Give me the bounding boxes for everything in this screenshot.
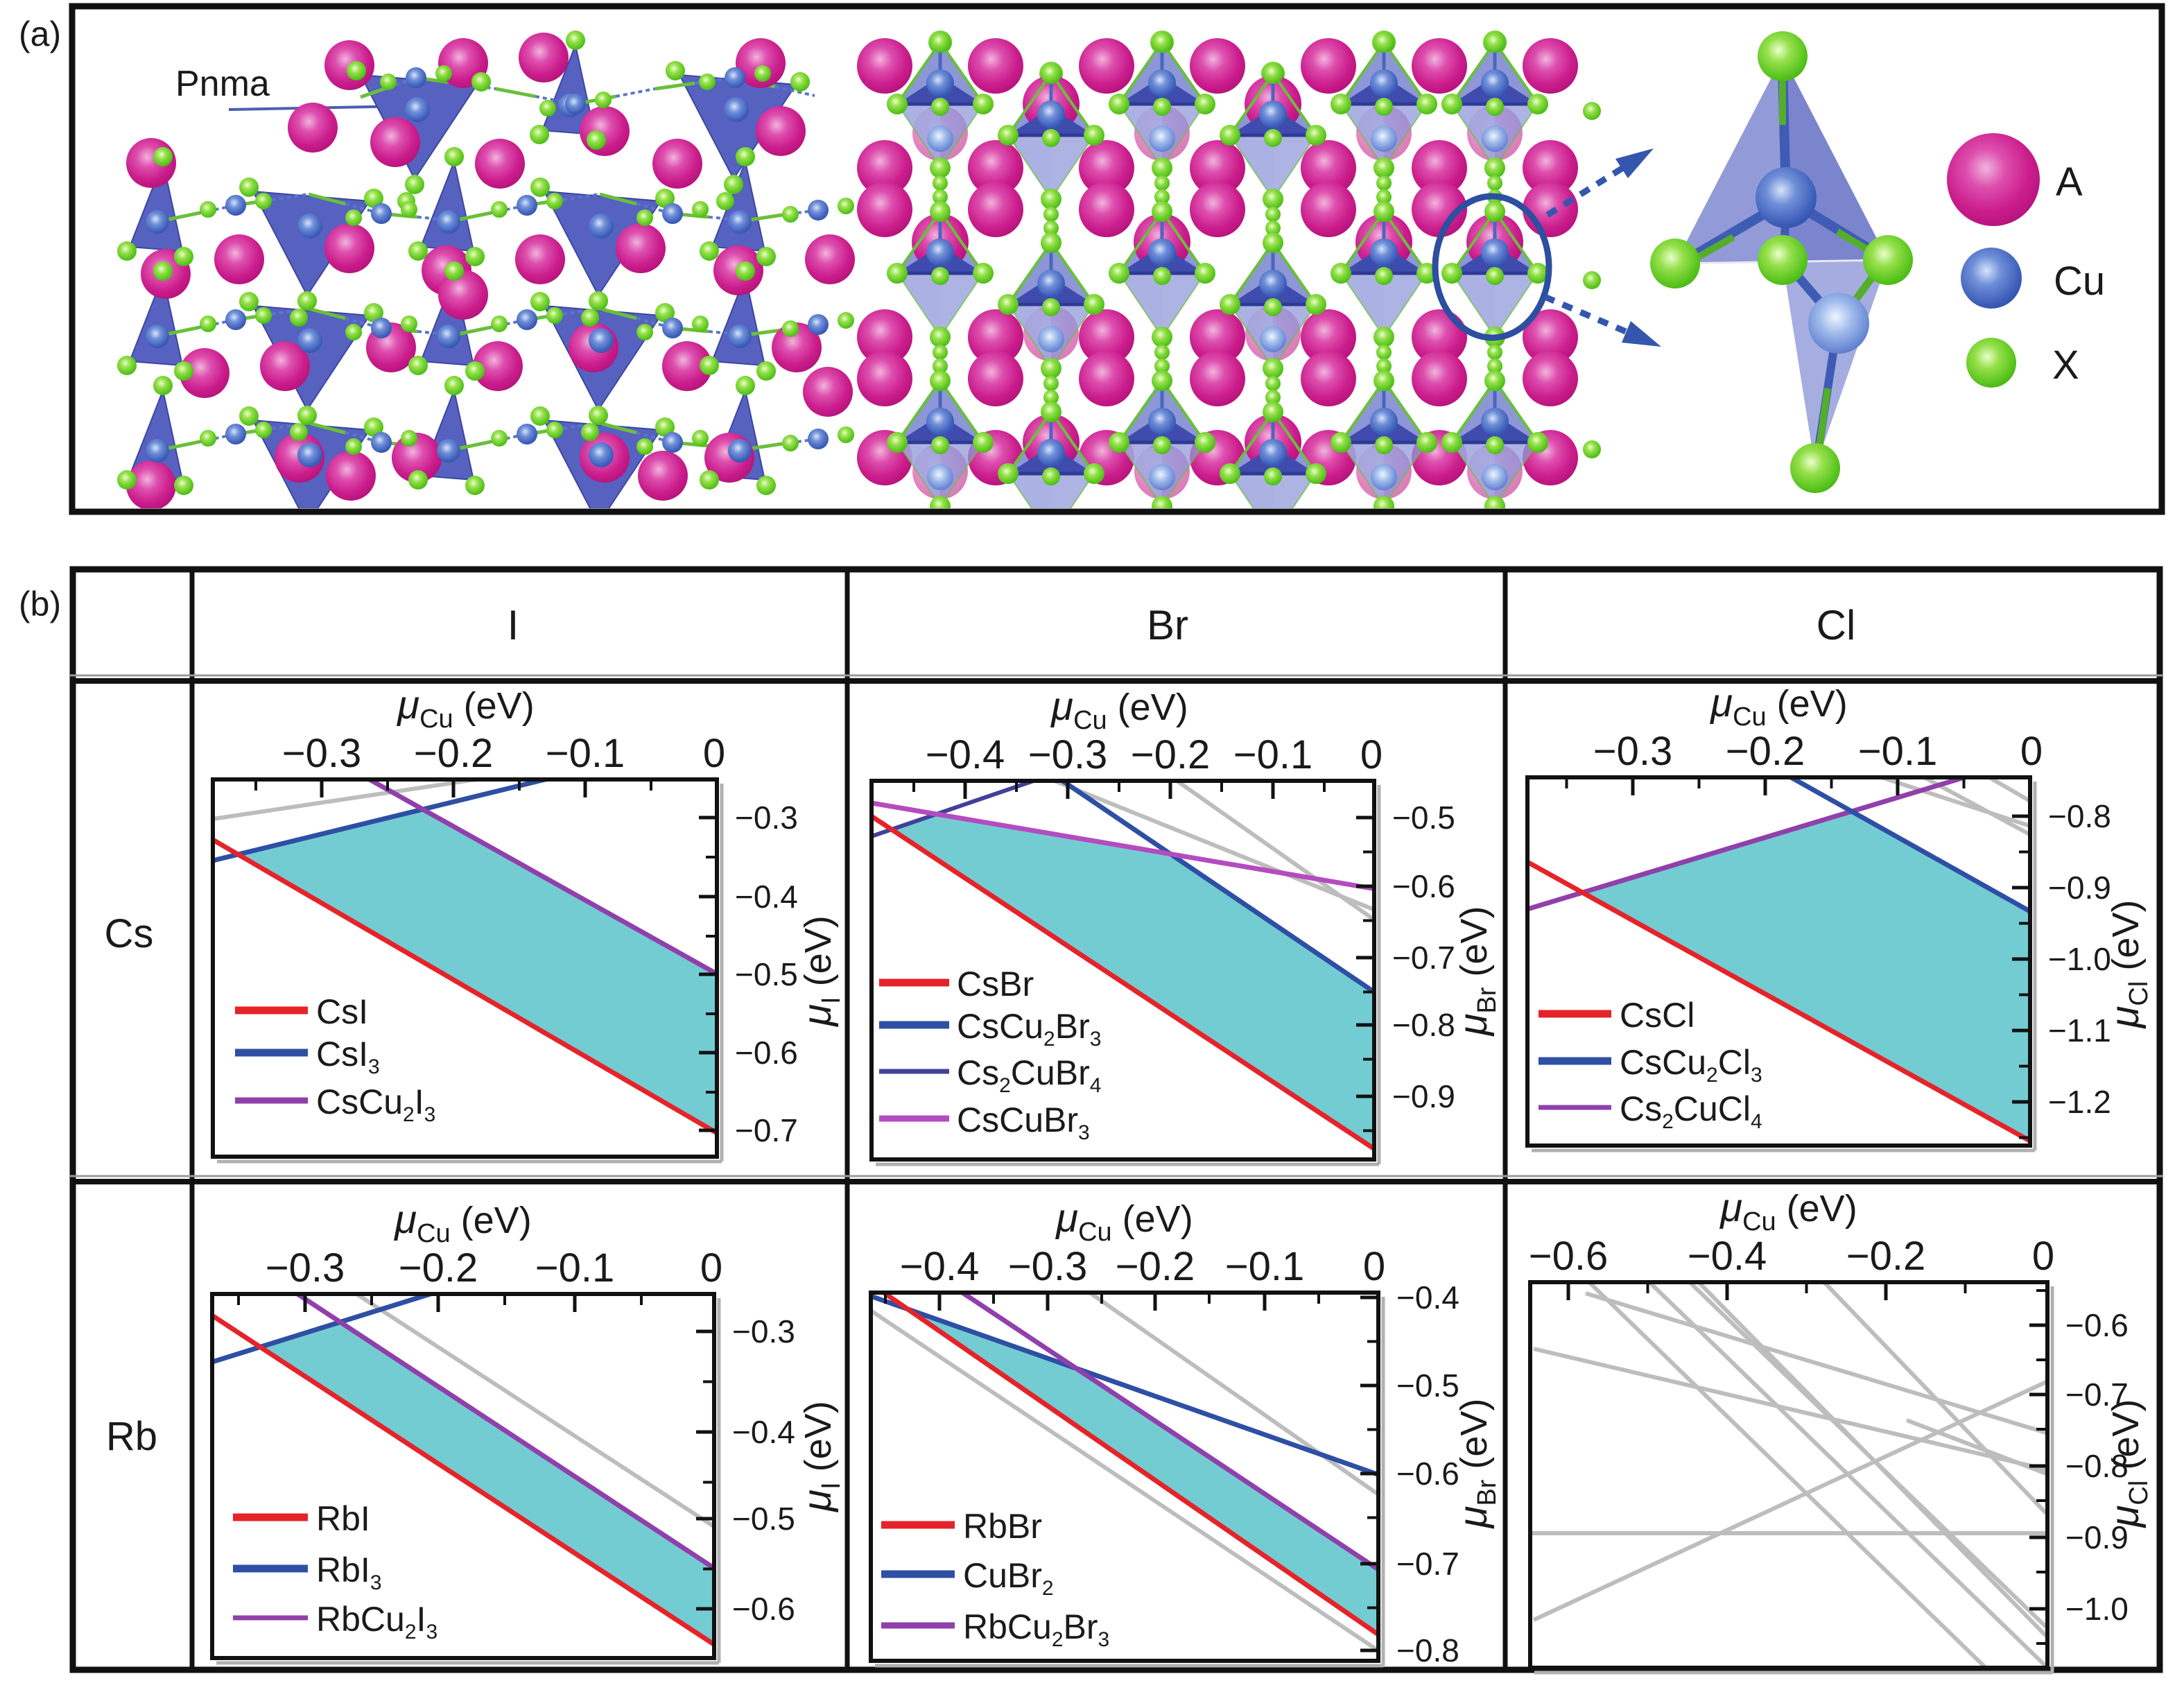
svg-text:A: A [2056, 159, 2083, 205]
svg-text:−0.8: −0.8 [2065, 1448, 2129, 1484]
svg-text:−0.3: −0.3 [1008, 1244, 1088, 1289]
svg-text:μI (eV): μI (eV) [795, 915, 846, 1027]
svg-text:−0.2: −0.2 [1726, 729, 1805, 774]
svg-text:μCl (eV): μCl (eV) [2102, 1399, 2153, 1529]
svg-text:Cs2CuCl4: Cs2CuCl4 [1620, 1089, 1762, 1133]
svg-text:−1.0: −1.0 [2065, 1591, 2129, 1627]
svg-text:−0.2: −0.2 [1131, 732, 1211, 777]
svg-text:Cs2CuBr4: Cs2CuBr4 [957, 1053, 1101, 1097]
svg-text:−0.4: −0.4 [732, 1414, 795, 1450]
svg-text:−0.5: −0.5 [1392, 800, 1455, 836]
svg-text:−0.1: −0.1 [1225, 1244, 1305, 1289]
svg-text:−0.6: −0.6 [732, 1591, 795, 1627]
svg-text:−0.2: −0.2 [1116, 1244, 1195, 1289]
svg-text:−0.8: −0.8 [1396, 1632, 1459, 1668]
svg-text:0: 0 [2032, 1234, 2054, 1279]
svg-text:Pnma: Pnma [175, 64, 270, 104]
svg-text:CsI3: CsI3 [316, 1035, 380, 1078]
svg-text:μCu (eV): μCu (eV) [1050, 684, 1188, 735]
svg-text:−0.4: −0.4 [735, 879, 798, 915]
svg-text:−0.3: −0.3 [282, 731, 362, 776]
svg-text:−0.6: −0.6 [1392, 868, 1455, 904]
svg-text:X: X [2052, 343, 2079, 388]
svg-text:CuBr2: CuBr2 [963, 1556, 1054, 1600]
svg-text:−0.1: −0.1 [1233, 732, 1313, 777]
svg-text:Cu: Cu [2054, 259, 2105, 304]
svg-text:RbBr: RbBr [963, 1507, 1042, 1546]
svg-text:CsCu2I3: CsCu2I3 [316, 1082, 435, 1126]
svg-text:−0.6: −0.6 [735, 1035, 798, 1071]
svg-text:−0.6: −0.6 [1396, 1456, 1459, 1492]
svg-text:CsCl: CsCl [1620, 996, 1695, 1035]
svg-text:−0.4: −0.4 [1688, 1234, 1767, 1279]
svg-text:−0.8: −0.8 [2048, 798, 2111, 834]
svg-text:μCu (eV): μCu (eV) [1719, 1185, 1857, 1236]
svg-text:μCl (eV): μCl (eV) [2102, 900, 2153, 1030]
svg-text:0: 0 [703, 731, 725, 776]
svg-text:−0.7: −0.7 [2065, 1376, 2129, 1413]
svg-text:−0.1: −0.1 [1858, 729, 1938, 774]
svg-text:Cs: Cs [105, 911, 154, 956]
svg-text:(b): (b) [19, 585, 61, 623]
svg-text:I: I [508, 602, 519, 648]
svg-text:μCu (eV): μCu (eV) [393, 1197, 531, 1248]
svg-text:−0.2: −0.2 [399, 1245, 478, 1291]
svg-text:−0.9: −0.9 [2065, 1519, 2129, 1555]
svg-text:−0.5: −0.5 [735, 956, 798, 992]
svg-text:μCu (eV): μCu (eV) [1055, 1196, 1193, 1247]
svg-text:−0.6: −0.6 [1529, 1234, 1609, 1279]
svg-text:−0.3: −0.3 [1028, 732, 1108, 777]
svg-text:CsCu2Cl3: CsCu2Cl3 [1620, 1043, 1762, 1087]
svg-text:−0.3: −0.3 [266, 1245, 345, 1291]
svg-text:−0.5: −0.5 [732, 1501, 795, 1537]
svg-text:−0.6: −0.6 [2065, 1307, 2129, 1343]
svg-text:μBr (eV): μBr (eV) [1450, 1399, 1502, 1530]
svg-text:−0.2: −0.2 [414, 731, 494, 776]
svg-text:RbI: RbI [316, 1499, 370, 1538]
svg-text:μBr (eV): μBr (eV) [1450, 906, 1502, 1037]
svg-text:CsBr: CsBr [957, 965, 1034, 1003]
svg-text:−0.3: −0.3 [735, 800, 798, 836]
svg-text:−0.4: −0.4 [926, 732, 1005, 777]
svg-text:−0.2: −0.2 [1846, 1234, 1926, 1279]
svg-text:−1.0: −1.0 [2048, 941, 2111, 977]
svg-text:−1.2: −1.2 [2048, 1084, 2111, 1120]
svg-text:0: 0 [2020, 729, 2043, 774]
svg-text:μCu (eV): μCu (eV) [396, 682, 534, 734]
svg-text:(a): (a) [19, 15, 61, 53]
svg-text:−0.8: −0.8 [1392, 1007, 1455, 1043]
svg-text:Br: Br [1147, 602, 1188, 648]
svg-text:CsI: CsI [316, 992, 368, 1031]
svg-text:−1.1: −1.1 [2048, 1012, 2111, 1048]
svg-text:Rb: Rb [106, 1414, 157, 1459]
svg-text:μI (eV): μI (eV) [795, 1401, 846, 1512]
svg-text:−0.1: −0.1 [546, 731, 625, 776]
svg-text:−0.9: −0.9 [2048, 870, 2111, 906]
svg-text:−0.7: −0.7 [1392, 940, 1455, 976]
svg-text:−0.5: −0.5 [1396, 1367, 1459, 1404]
svg-text:−0.7: −0.7 [1396, 1546, 1459, 1582]
svg-text:CsCuBr3: CsCuBr3 [957, 1101, 1090, 1144]
svg-text:−0.7: −0.7 [735, 1112, 798, 1148]
svg-text:0: 0 [1363, 1244, 1385, 1289]
svg-text:−0.9: −0.9 [1392, 1078, 1455, 1114]
svg-text:μCu (eV): μCu (eV) [1709, 680, 1847, 732]
svg-text:RbCu2Br3: RbCu2Br3 [963, 1607, 1109, 1651]
svg-text:−0.3: −0.3 [732, 1313, 795, 1349]
svg-text:−0.4: −0.4 [900, 1244, 980, 1289]
svg-text:CsCu2Br3: CsCu2Br3 [957, 1007, 1101, 1051]
svg-text:Cl: Cl [1817, 602, 1856, 648]
svg-text:0: 0 [1360, 732, 1383, 777]
svg-text:RbCu2I3: RbCu2I3 [316, 1600, 437, 1643]
svg-text:0: 0 [700, 1245, 722, 1291]
svg-text:−0.3: −0.3 [1593, 729, 1673, 774]
svg-text:RbI3: RbI3 [316, 1551, 382, 1594]
svg-text:−0.4: −0.4 [1396, 1279, 1459, 1315]
svg-text:−0.1: −0.1 [535, 1245, 615, 1291]
